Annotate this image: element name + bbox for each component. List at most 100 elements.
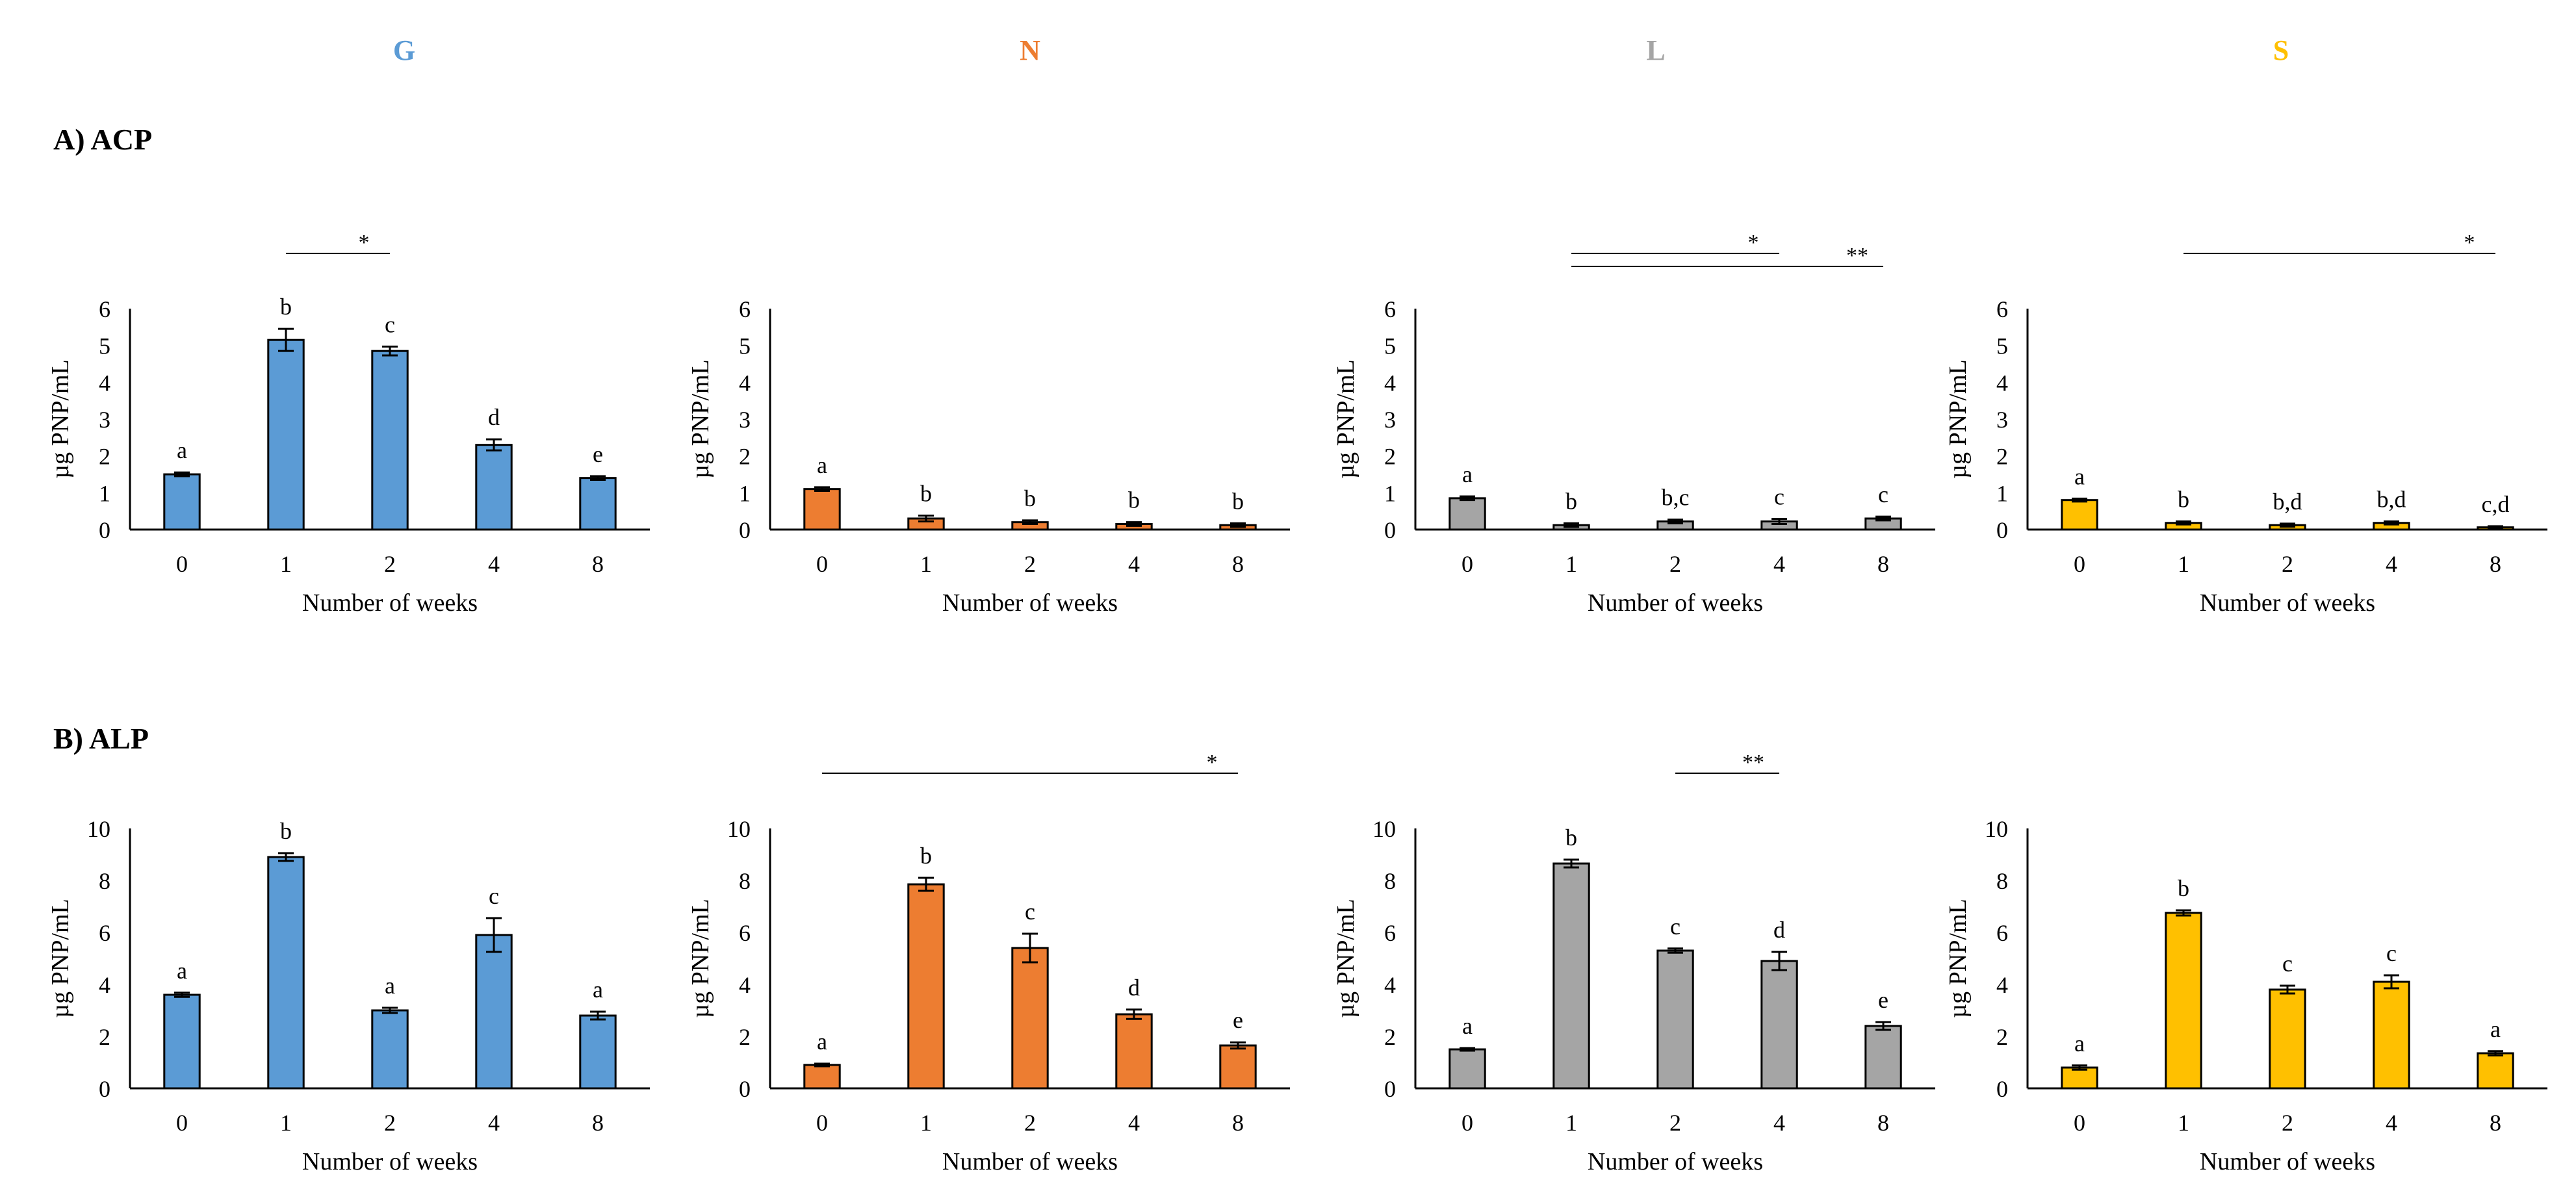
x-tick-label: 2 — [384, 551, 396, 577]
significance-letter: e — [1233, 1007, 1243, 1033]
x-tick-label: 8 — [2490, 1110, 2501, 1136]
y-tick-label: 3 — [1384, 407, 1396, 433]
y-tick-label: 0 — [99, 1076, 110, 1102]
chart-g-acp: 0 1 2 3 4 5 6 µg PNP/mL a 0 b 1 c 2 d 4 e 8 Number of week… — [47, 231, 650, 617]
y-tick-label: 2 — [739, 1024, 751, 1050]
x-tick-label: 1 — [920, 551, 932, 577]
significance-letter: a — [817, 1029, 827, 1055]
x-tick-label: 1 — [1565, 1110, 1577, 1136]
x-tick-label: 2 — [384, 1110, 396, 1136]
significance-letter: b,d — [2377, 487, 2406, 513]
x-tick-label: 2 — [1669, 1110, 1681, 1136]
y-tick-label: 2 — [1996, 444, 2008, 470]
y-tick-label: 0 — [739, 517, 751, 543]
y-tick-label: 4 — [99, 972, 110, 998]
bar — [1552, 862, 1590, 1090]
significance-letter: c — [1025, 899, 1035, 925]
significance-letter: b,d — [2273, 489, 2302, 515]
x-tick-label: 0 — [176, 551, 188, 577]
x-tick-label: 0 — [816, 551, 828, 577]
y-tick-label: 10 — [727, 816, 751, 842]
x-tick-label: 4 — [2386, 551, 2397, 577]
y-tick-label: 3 — [99, 407, 110, 433]
y-tick-label: 6 — [99, 296, 110, 322]
significance-letter: a — [385, 973, 395, 999]
section-title-alp: B) ALP — [53, 722, 149, 755]
y-tick-label: 4 — [1996, 370, 2008, 396]
significance-letter: d — [1128, 975, 1140, 1001]
significance-letter: a — [1462, 1013, 1473, 1039]
y-tick-label: 2 — [739, 444, 751, 470]
y-tick-label: 10 — [87, 816, 110, 842]
bar — [475, 444, 513, 531]
bar — [1011, 947, 1049, 1090]
y-tick-label: 4 — [1384, 972, 1396, 998]
significance-letter: a — [817, 452, 827, 478]
y-axis-label: µg PNP/mL — [1944, 899, 1972, 1018]
column-title-s: S — [2273, 34, 2289, 66]
x-tick-label: 8 — [592, 1110, 604, 1136]
y-tick-label: 6 — [99, 920, 110, 946]
bar — [2269, 988, 2306, 1090]
bar — [579, 1014, 617, 1090]
y-tick-label: 1 — [1384, 480, 1396, 506]
y-tick-label: 4 — [739, 370, 751, 396]
x-tick-label: 4 — [1128, 1110, 1140, 1136]
bar — [803, 488, 841, 531]
x-tick-label: 4 — [488, 1110, 500, 1136]
y-tick-label: 6 — [1384, 296, 1396, 322]
y-tick-label: 5 — [1996, 333, 2008, 359]
bar — [2373, 980, 2410, 1090]
y-tick-label: 6 — [739, 296, 751, 322]
y-tick-label: 10 — [1372, 816, 1396, 842]
x-tick-label: 1 — [280, 551, 292, 577]
bar — [267, 339, 305, 531]
y-tick-label: 2 — [1996, 1024, 2008, 1050]
y-tick-label: 6 — [1384, 920, 1396, 946]
significance-star: * — [359, 231, 370, 255]
bar — [2061, 499, 2098, 531]
bar — [1656, 949, 1694, 1090]
y-tick-label: 0 — [1996, 1076, 2008, 1102]
y-axis-label: µg PNP/mL — [687, 359, 714, 478]
x-tick-label: 2 — [1669, 551, 1681, 577]
column-title-g: G — [393, 34, 416, 66]
significance-letter: a — [2490, 1016, 2501, 1042]
bar — [371, 350, 409, 531]
x-tick-label: 8 — [592, 551, 604, 577]
y-tick-label: 8 — [99, 868, 110, 894]
x-tick-label: 2 — [2282, 1110, 2293, 1136]
bar — [2165, 912, 2202, 1090]
significance-letter: b — [280, 294, 292, 320]
y-tick-label: 6 — [1996, 296, 2008, 322]
significance-letter: d — [488, 404, 500, 430]
x-tick-label: 1 — [2178, 551, 2189, 577]
significance-letter: c — [1774, 484, 1784, 510]
significance-letter: c — [2282, 951, 2293, 977]
x-tick-label: 1 — [2178, 1110, 2189, 1136]
significance-letter: b — [1024, 485, 1036, 511]
y-axis-label: µg PNP/mL — [47, 899, 74, 1018]
significance-letter: a — [177, 958, 187, 984]
chart-n-acp: 0 1 2 3 4 5 6 µg PNP/mL a 0 b 1 b 2 b 4 b 8 Number of week… — [687, 296, 1290, 617]
x-tick-label: 0 — [1462, 1110, 1473, 1136]
y-axis-label: µg PNP/mL — [47, 359, 74, 478]
bar — [371, 1009, 409, 1090]
x-tick-label: 0 — [2074, 1110, 2085, 1136]
bar — [1449, 497, 1486, 531]
y-tick-label: 2 — [1384, 1024, 1396, 1050]
significance-letter: a — [2074, 1031, 2085, 1057]
y-tick-label: 4 — [99, 370, 110, 396]
significance-letter: c — [2386, 940, 2397, 966]
bar — [267, 856, 305, 1090]
x-axis-label: Number of weeks — [302, 589, 478, 617]
chart-l-acp: 0 1 2 3 4 5 6 µg PNP/mL a 0 b 1 b,c 2 c 4 c 8 Number of we… — [1332, 231, 1935, 617]
y-tick-label: 2 — [99, 444, 110, 470]
chart-l-alp: 0 2 4 6 8 10 µg PNP/mL a 0 b 1 c 2 d 4 e 8 Number of week… — [1332, 750, 1935, 1175]
significance-letter: b — [280, 818, 292, 844]
bar — [1115, 1013, 1153, 1090]
x-tick-label: 4 — [2386, 1110, 2397, 1136]
x-tick-label: 0 — [2074, 551, 2085, 577]
significance-letter: a — [1462, 461, 1473, 487]
y-tick-label: 6 — [1996, 920, 2008, 946]
